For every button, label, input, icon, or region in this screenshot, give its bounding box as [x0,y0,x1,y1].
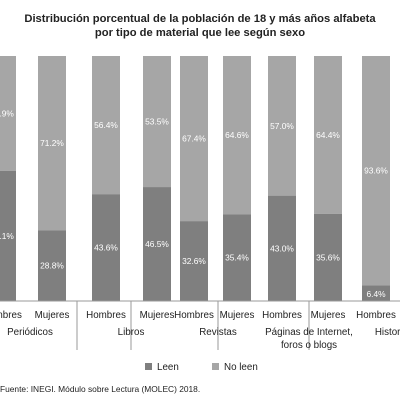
bar-leen [143,187,171,301]
group-label: Periódicos [7,327,53,338]
data-label-leen: 6.4% [366,289,386,299]
group-label: Historietas [375,327,400,338]
chart-title: Distribución porcentual de la población … [0,12,400,40]
data-label-leen: 32.6% [182,256,206,266]
bar-no-leen [143,56,171,188]
category-tick-label: Mujeres [35,310,70,321]
category-tick-label: Mujeres [220,310,255,321]
legend-label: Leen [157,362,179,373]
source-note: Fuente: INEGI. Módulo sobre Lectura (MOL… [0,384,201,394]
category-tick-label: Hombres [356,310,396,321]
data-label-no-leen: 93.6% [364,166,388,176]
chart-title-line-2: por tipo de material que lee según sexo [94,27,306,39]
data-label-leen: 53.1% [0,231,14,241]
chart-title-line-1: Distribución porcentual de la población … [24,13,376,25]
bar-no-leen [38,56,66,231]
data-label-leen: 43.0% [270,243,294,253]
legend-swatch [145,363,152,370]
group-label: Libros [118,327,145,338]
category-tick-label: Hombres [262,310,302,321]
category-tick-label: Hombres [174,310,214,321]
bar-no-leen [314,56,342,214]
group-label: Páginas de Internet, [265,327,353,338]
bar-no-leen [223,56,251,215]
data-label-no-leen: 64.4% [316,130,340,140]
category-tick-label: Mujeres [140,310,175,321]
group-label: foros o blogs [281,340,337,351]
data-label-no-leen: 57.0% [270,121,294,131]
bar-leen [268,195,296,301]
bar-no-leen [362,56,390,286]
legend-label: No leen [224,362,258,373]
bar-leen [92,194,120,301]
bar-leen [314,213,342,301]
bar-leen [180,221,208,301]
data-label-no-leen: 46.9% [0,108,14,118]
bar-no-leen [0,56,16,171]
category-tick-label: Hombres [0,310,22,321]
bar-no-leen [268,56,296,196]
data-label-leen: 35.4% [225,253,249,263]
bar-leen [0,170,16,301]
legend-swatch [212,363,219,370]
data-label-no-leen: 53.5% [145,117,169,127]
data-label-leen: 35.6% [316,252,340,262]
data-label-no-leen: 67.4% [182,134,206,144]
category-tick-label: Mujeres [311,310,346,321]
bar-leen [223,214,251,301]
data-label-no-leen: 71.2% [40,138,64,148]
data-label-leen: 46.5% [145,239,169,249]
data-label-leen: 43.6% [94,243,118,253]
bar-leen [38,230,66,301]
data-label-no-leen: 56.4% [94,120,118,130]
category-tick-label: Hombres [86,310,126,321]
bar-no-leen [92,56,120,195]
data-label-leen: 28.8% [40,261,64,271]
bar-leen [362,285,390,301]
bar-no-leen [180,56,208,222]
group-label: Revistas [199,327,237,338]
data-label-no-leen: 64.6% [225,130,249,140]
